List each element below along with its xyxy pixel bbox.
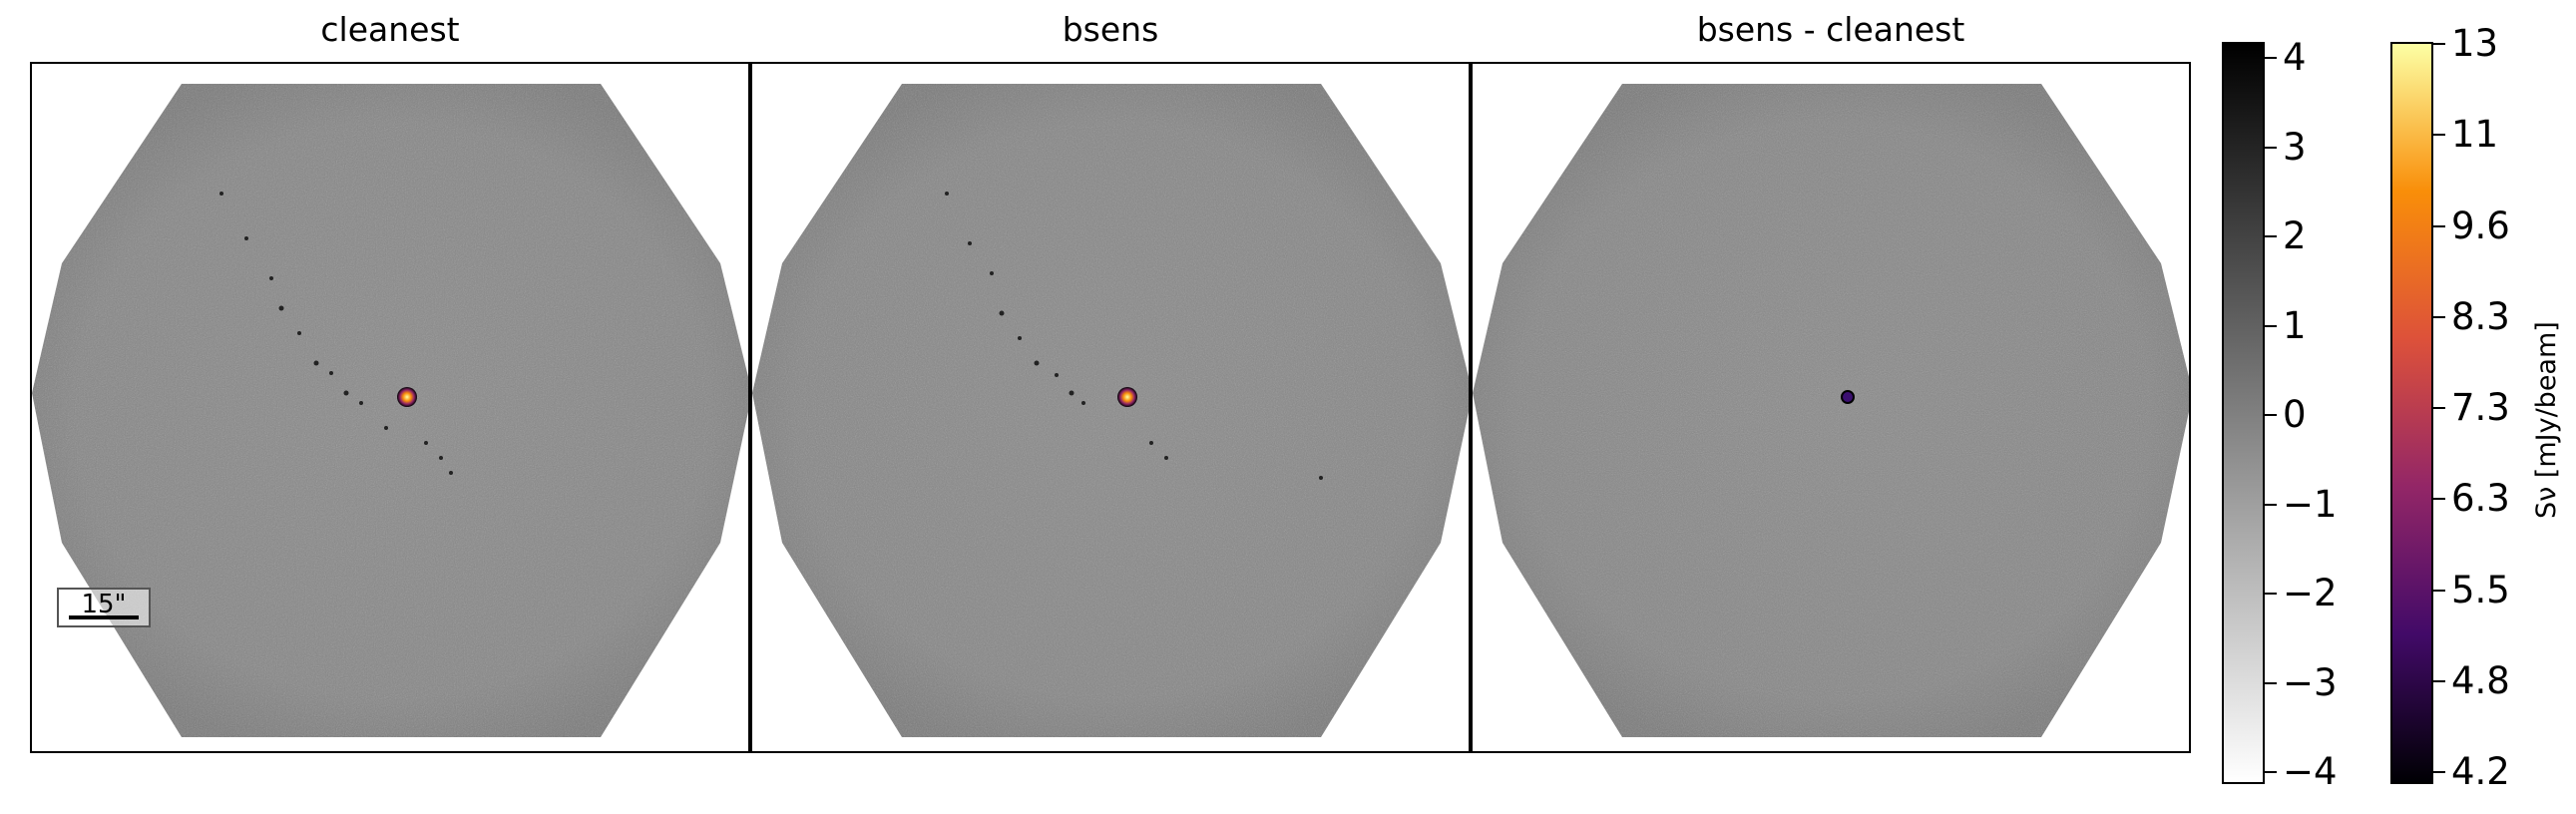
colorbar-inferno-tick-label: 11 — [2451, 113, 2499, 157]
colorbar-inferno-tick-mark — [2433, 589, 2445, 592]
colorbar-gray-tick-mark — [2265, 324, 2277, 327]
colorbar-inferno-tick-mark — [2433, 679, 2445, 682]
colorbar-gray-tick-mark — [2265, 771, 2277, 773]
bright-source — [1117, 387, 1137, 407]
panel-title-difference: bsens - cleanest — [1696, 10, 1965, 49]
colorbar-gray-tick-label: −4 — [2283, 750, 2338, 793]
scale-bar-label: 15" — [81, 590, 127, 619]
colorbar-gray-tick-label: 0 — [2283, 393, 2307, 436]
image-panel-bsens — [750, 62, 1471, 753]
colorbar-gray-tick-mark — [2265, 503, 2277, 506]
colorbar-gray-tick-label: 4 — [2283, 36, 2307, 79]
colorbar-gray-tick-mark — [2265, 57, 2277, 59]
colorbar-gray-tick-label: 3 — [2283, 125, 2307, 169]
panel-title-cleanest: cleanest — [320, 10, 460, 49]
colorbar-inferno-tick-label: 4.2 — [2451, 750, 2510, 793]
colorbar-inferno-tick-mark — [2433, 498, 2445, 501]
colorbar-gray-tick-label: −2 — [2283, 572, 2338, 614]
radio-map-cleanest — [32, 84, 748, 737]
panel-title-bsens: bsens — [1062, 10, 1159, 49]
colorbar-gray-tick-label: 1 — [2283, 303, 2307, 347]
colorbar-inferno-tick-label: 4.8 — [2451, 658, 2510, 702]
scale-bar-line — [69, 615, 139, 619]
image-panel-difference — [1471, 62, 2191, 753]
colorbar-inferno-tick-label: 5.5 — [2451, 568, 2510, 611]
filament-features — [945, 192, 1323, 480]
colorbar-inferno-tick-label: 6.3 — [2451, 477, 2510, 521]
colorbar-inferno-tick-label: 7.3 — [2451, 386, 2510, 429]
colorbar-gray — [2222, 42, 2265, 784]
residual-source — [1841, 390, 1855, 404]
colorbar-inferno-tick-mark — [2433, 224, 2445, 227]
colorbar-inferno-tick-mark — [2433, 771, 2445, 773]
radio-map-bsens — [752, 84, 1469, 737]
colorbar-gray-tick-mark — [2265, 235, 2277, 237]
bright-source — [397, 387, 417, 407]
colorbar-gray-tick-label: −3 — [2283, 660, 2338, 704]
filament-features — [219, 192, 453, 475]
colorbar-inferno-tick-mark — [2433, 407, 2445, 409]
angular-scale-bar: 15" — [57, 588, 151, 627]
colorbar-inferno-tick-label: 8.3 — [2451, 294, 2510, 338]
colorbar-gray-tick-mark — [2265, 146, 2277, 149]
colorbar-gray-tick-mark — [2265, 681, 2277, 684]
colorbar-gray-tick-label: −1 — [2283, 482, 2338, 526]
colorbar-inferno-tick-label: 13 — [2451, 22, 2499, 65]
colorbar-gray-tick-label: 2 — [2283, 214, 2307, 257]
colorbar-gray-tick-mark — [2265, 593, 2277, 595]
colorbar-inferno-tick-label: 9.6 — [2451, 204, 2510, 247]
radio-map-difference — [1473, 84, 2189, 737]
colorbar-inferno-tick-mark — [2433, 315, 2445, 318]
image-panel-cleanest — [30, 62, 750, 753]
colorbar-gray-tick-mark — [2265, 414, 2277, 416]
colorbar-inferno-label: Sν [mJy/beam] — [2531, 321, 2562, 519]
colorbar-inferno-tick-mark — [2433, 134, 2445, 137]
colorbar-inferno — [2390, 42, 2433, 784]
colorbar-inferno-tick-mark — [2433, 43, 2445, 45]
